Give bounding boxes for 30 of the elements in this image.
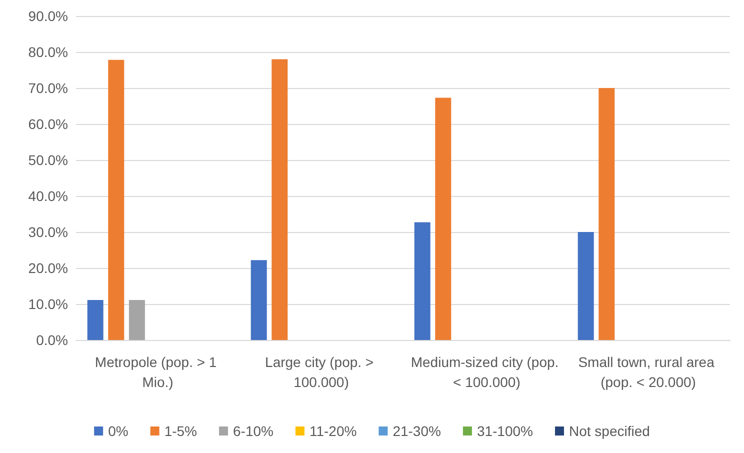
bar — [435, 98, 452, 340]
y-tick-label: 10.0% — [28, 296, 68, 312]
legend-label: 1-5% — [164, 423, 198, 439]
y-tick-label: 40.0% — [28, 188, 68, 204]
x-tick-label: Small town, rural area (pop. < 20.000) — [578, 354, 718, 390]
legend-label: 31-100% — [476, 423, 533, 439]
bar — [578, 232, 594, 340]
legend-label: 0% — [108, 423, 128, 439]
bar — [128, 300, 145, 340]
bar — [598, 88, 615, 340]
legend-label: 11-20% — [309, 423, 357, 439]
y-tick-label: 70.0% — [28, 80, 68, 96]
bar — [272, 59, 288, 340]
bar — [108, 60, 124, 340]
y-tick-label: 80.0% — [28, 44, 68, 60]
x-tick-label: Medium-sized city (pop. < 100.000) — [410, 354, 559, 390]
legend-label: 21-30% — [392, 423, 441, 439]
y-tick-label: 20.0% — [28, 260, 68, 276]
x-tick-label: Large city (pop. > 100.000) — [265, 354, 378, 390]
bar — [87, 300, 104, 340]
bar — [414, 222, 430, 340]
y-tick-label: 60.0% — [28, 116, 68, 132]
legend-label: Not specified — [568, 423, 650, 439]
bar — [250, 260, 267, 340]
legend-label: 6-10% — [233, 423, 274, 439]
y-tick-label: 0.0% — [36, 332, 68, 348]
y-tick-label: 50.0% — [28, 152, 68, 168]
y-tick-label: 90.0% — [28, 8, 68, 24]
x-tick-label: Metropole (pop. > 1 Mio.) — [94, 354, 221, 390]
y-tick-label: 30.0% — [28, 224, 68, 240]
